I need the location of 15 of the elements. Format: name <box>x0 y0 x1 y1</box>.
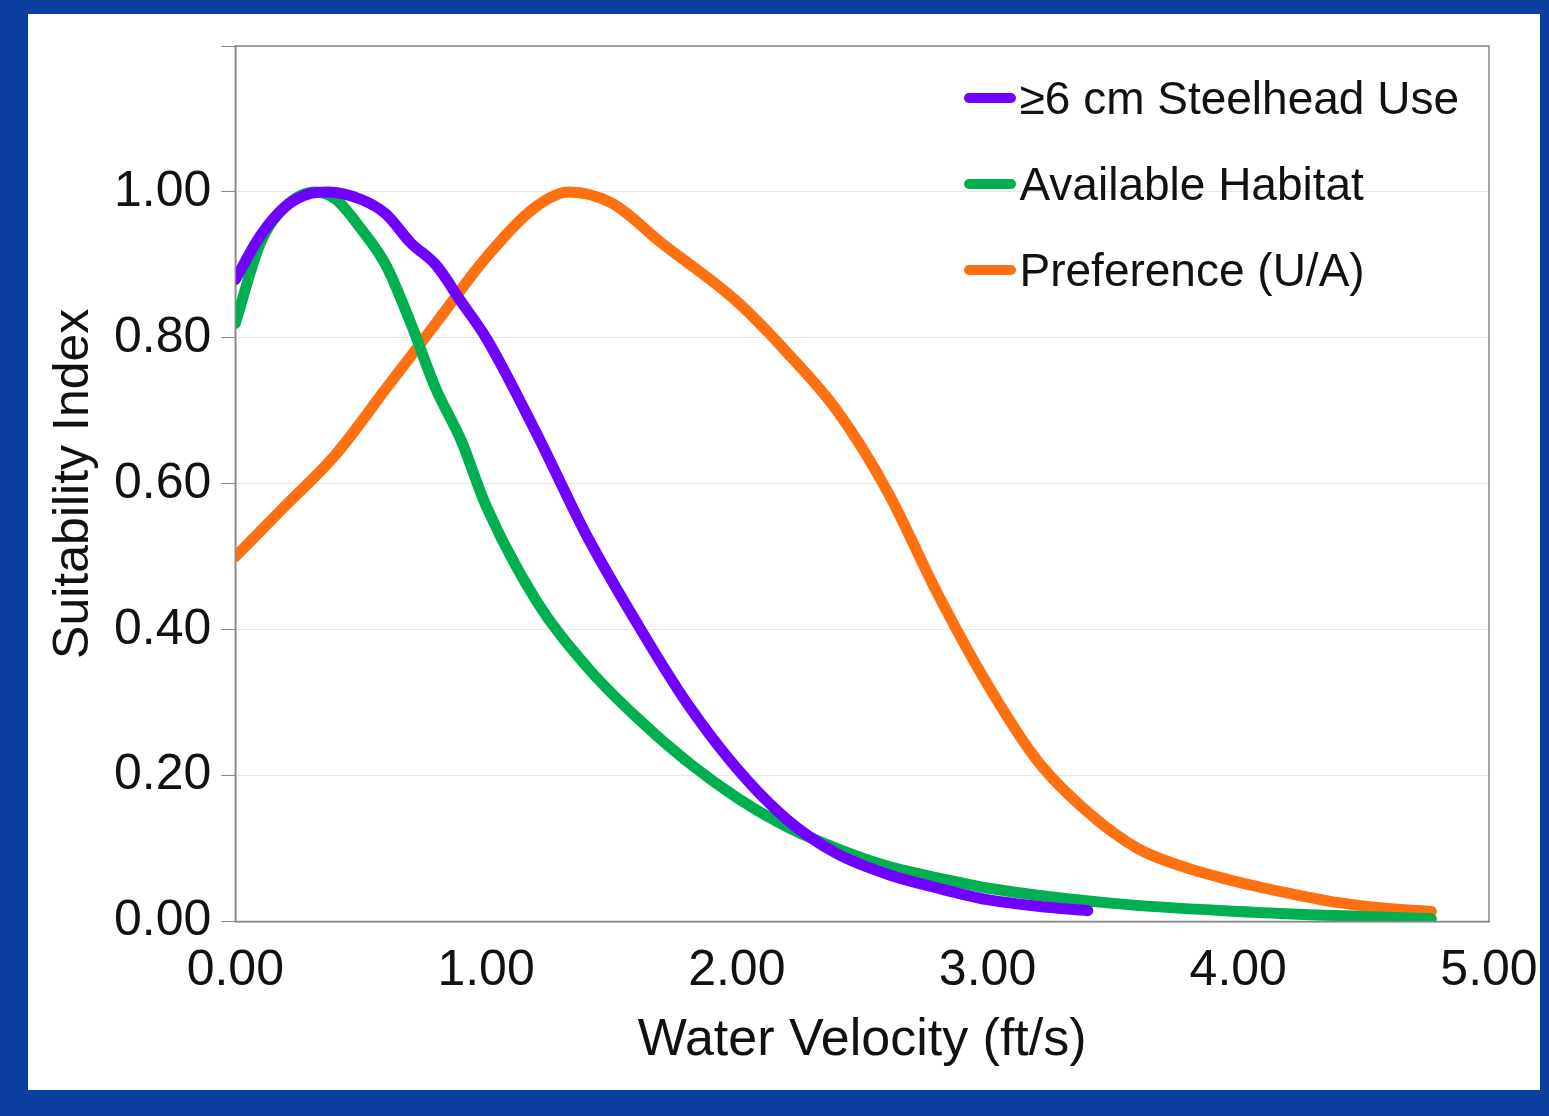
y-tick-label: 0.40 <box>113 598 212 655</box>
x-axis-title: Water Velocity (ft/s) <box>637 1008 1087 1067</box>
y-tick-label: 0.80 <box>113 306 212 363</box>
legend-label: Available Habitat <box>1019 157 1364 211</box>
y-tick-label: 0.60 <box>113 452 212 509</box>
x-tick-label: 3.00 <box>938 940 1037 997</box>
x-tick-label: 4.00 <box>1189 940 1287 997</box>
x-tick-label: 2.00 <box>688 940 786 997</box>
legend-label: Preference (U/A) <box>1019 243 1365 297</box>
x-tick-label: 5.00 <box>1440 940 1538 997</box>
y-tick-label: 0.20 <box>113 744 212 801</box>
y-axis-title: Suitability Index <box>42 308 99 659</box>
legend-label: ≥6 cm Steelhead Use <box>1019 71 1459 125</box>
x-tick-label: 1.00 <box>437 940 535 997</box>
y-tick-label: 1.00 <box>113 160 212 217</box>
